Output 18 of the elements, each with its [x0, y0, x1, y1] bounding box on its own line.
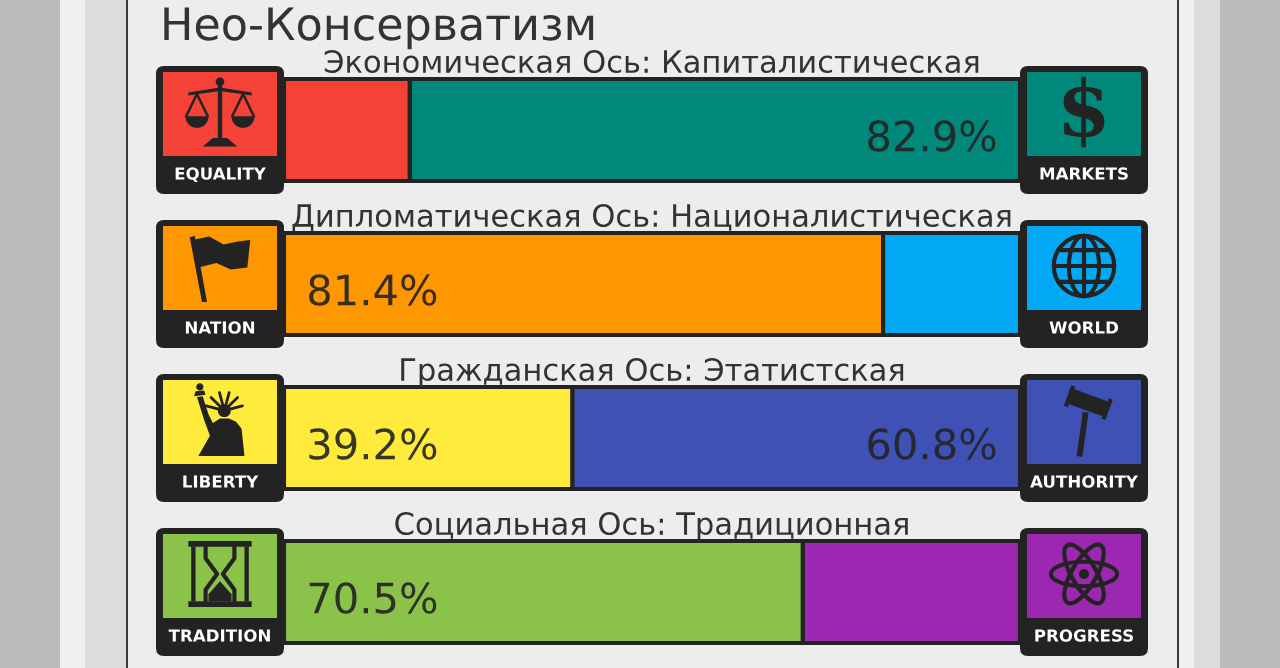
chart-title: Экономическая Ось: Капиталистическая: [324, 49, 979, 74]
data-label: 81.4%: [309, 274, 437, 306]
data-label: 82.9%: [868, 120, 996, 152]
series-label: TRADITION: [168, 629, 270, 642]
series-label: WORLD: [1049, 321, 1119, 334]
series-label: PROGRESS: [1035, 629, 1133, 642]
series-label: EQUALITY: [175, 167, 267, 183]
data-label: 60.8%: [868, 428, 996, 460]
text: Нео-Консерватизм: [164, 7, 594, 50]
data-label: 70.5%: [309, 582, 437, 614]
chart-title: Дипломатическая Ось: Националистическая: [292, 203, 1011, 232]
series-label: MARKETS: [1040, 167, 1128, 180]
data-label: 39.2%: [309, 428, 437, 460]
series-label: NATION: [185, 321, 255, 334]
series-label: LIBERTY: [183, 475, 259, 488]
chart-title: Гражданская Ось: Этатистская: [401, 357, 904, 387]
series-label: AUTHORITY: [1030, 475, 1139, 488]
chart-title: Социальная Ось: Традиционная: [395, 511, 908, 541]
